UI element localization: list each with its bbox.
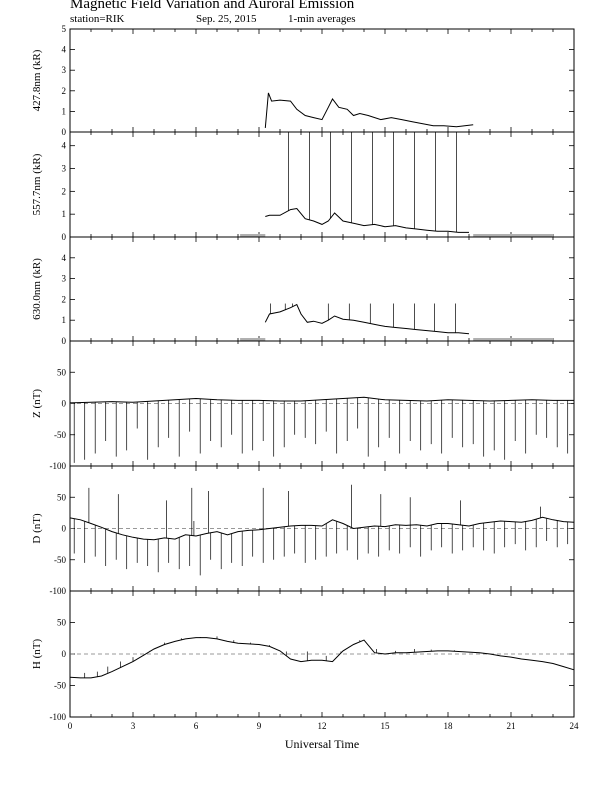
- panel-4-y-tick-label: -100: [50, 586, 67, 596]
- averaging-label: 1-min averages: [288, 13, 356, 25]
- x-tick-label: 15: [381, 721, 391, 731]
- panel-5-y-tick-label: -100: [50, 712, 67, 722]
- panel-3-y-axis-label: Z (nT): [31, 389, 43, 418]
- panel-0-y-tick-label: 0: [62, 127, 67, 137]
- panel-0-frame: [69, 28, 575, 133]
- panel-1-y-tick-label: 3: [62, 164, 67, 174]
- panel-3-y-tick-label: 50: [57, 367, 67, 377]
- panel-4-series-line: [69, 516, 575, 541]
- panel-1-y-tick-label: 4: [62, 141, 67, 151]
- x-tick-label: 12: [318, 721, 327, 731]
- x-tick-label: 18: [444, 721, 454, 731]
- panel-3-y-tick-label: -100: [50, 461, 67, 471]
- panel-4-y-tick-label: 50: [57, 492, 67, 502]
- panel-1-series-line: [265, 207, 469, 233]
- x-tick-label: 9: [257, 721, 262, 731]
- panel-0-y-tick-label: 2: [62, 86, 67, 96]
- x-tick-label: 21: [507, 721, 516, 731]
- x-tick-label: 24: [570, 721, 580, 731]
- panel-2-grey-bar: [240, 338, 266, 341]
- panel-1-y-axis-label: 557.7nm (kR): [31, 153, 43, 215]
- x-tick-label: 3: [131, 721, 136, 731]
- panel-0-y-axis-label: 427.8nm (kR): [31, 49, 43, 111]
- panel-2-grey-bar: [473, 338, 553, 341]
- panel-2-y-axis-label: 630.0nm (kR): [31, 258, 43, 320]
- chart-title: Magnetic Field Variation and Auroral Emi…: [70, 0, 355, 12]
- panel-2-y-tick-label: 4: [62, 253, 67, 263]
- panel-3-series-line: [69, 396, 574, 404]
- panel-0-y-tick-label: 1: [62, 106, 67, 116]
- panel-2-y-tick-label: 1: [62, 315, 67, 325]
- date-label: Sep. 25, 2015: [196, 13, 257, 25]
- x-tick-label: 0: [68, 721, 73, 731]
- panel-5-y-tick-label: 0: [62, 649, 67, 659]
- panel-5-y-axis-label: H (nT): [31, 639, 43, 670]
- panel-5-y-tick-label: -50: [54, 681, 66, 691]
- panel-0-series-line: [264, 92, 474, 128]
- panel-1-y-tick-label: 0: [62, 232, 67, 242]
- panel-2-y-tick-label: 3: [62, 274, 67, 284]
- panel-2-frame: [69, 236, 575, 342]
- panel-4-y-tick-label: 0: [62, 524, 67, 534]
- panel-5-y-tick-label: 50: [57, 618, 67, 628]
- panel-5-series-line: [69, 637, 575, 679]
- panel-2-y-tick-label: 0: [62, 336, 67, 346]
- panel-2-y-tick-label: 2: [62, 294, 67, 304]
- station-label: station=RIK: [70, 13, 125, 25]
- x-axis-label: Universal Time: [285, 737, 359, 751]
- panel-0-y-tick-label: 5: [62, 24, 67, 34]
- panel-1-y-tick-label: 1: [62, 209, 67, 219]
- panel-0-y-tick-label: 4: [62, 45, 67, 55]
- panel-2-series-line: [264, 303, 470, 335]
- panel-4-y-tick-label: -50: [54, 555, 66, 565]
- panel-3-y-tick-label: -50: [54, 430, 66, 440]
- panel-1-y-tick-label: 2: [62, 186, 67, 196]
- panel-0-y-tick-label: 3: [62, 65, 67, 75]
- panel-3-y-tick-label: 0: [62, 399, 67, 409]
- panel-1-grey-bar: [473, 234, 553, 237]
- panel-1-frame: [69, 131, 575, 238]
- panel-1-grey-bar: [240, 234, 266, 237]
- x-tick-label: 6: [194, 721, 199, 731]
- panel-4-y-axis-label: D (nT): [31, 513, 43, 544]
